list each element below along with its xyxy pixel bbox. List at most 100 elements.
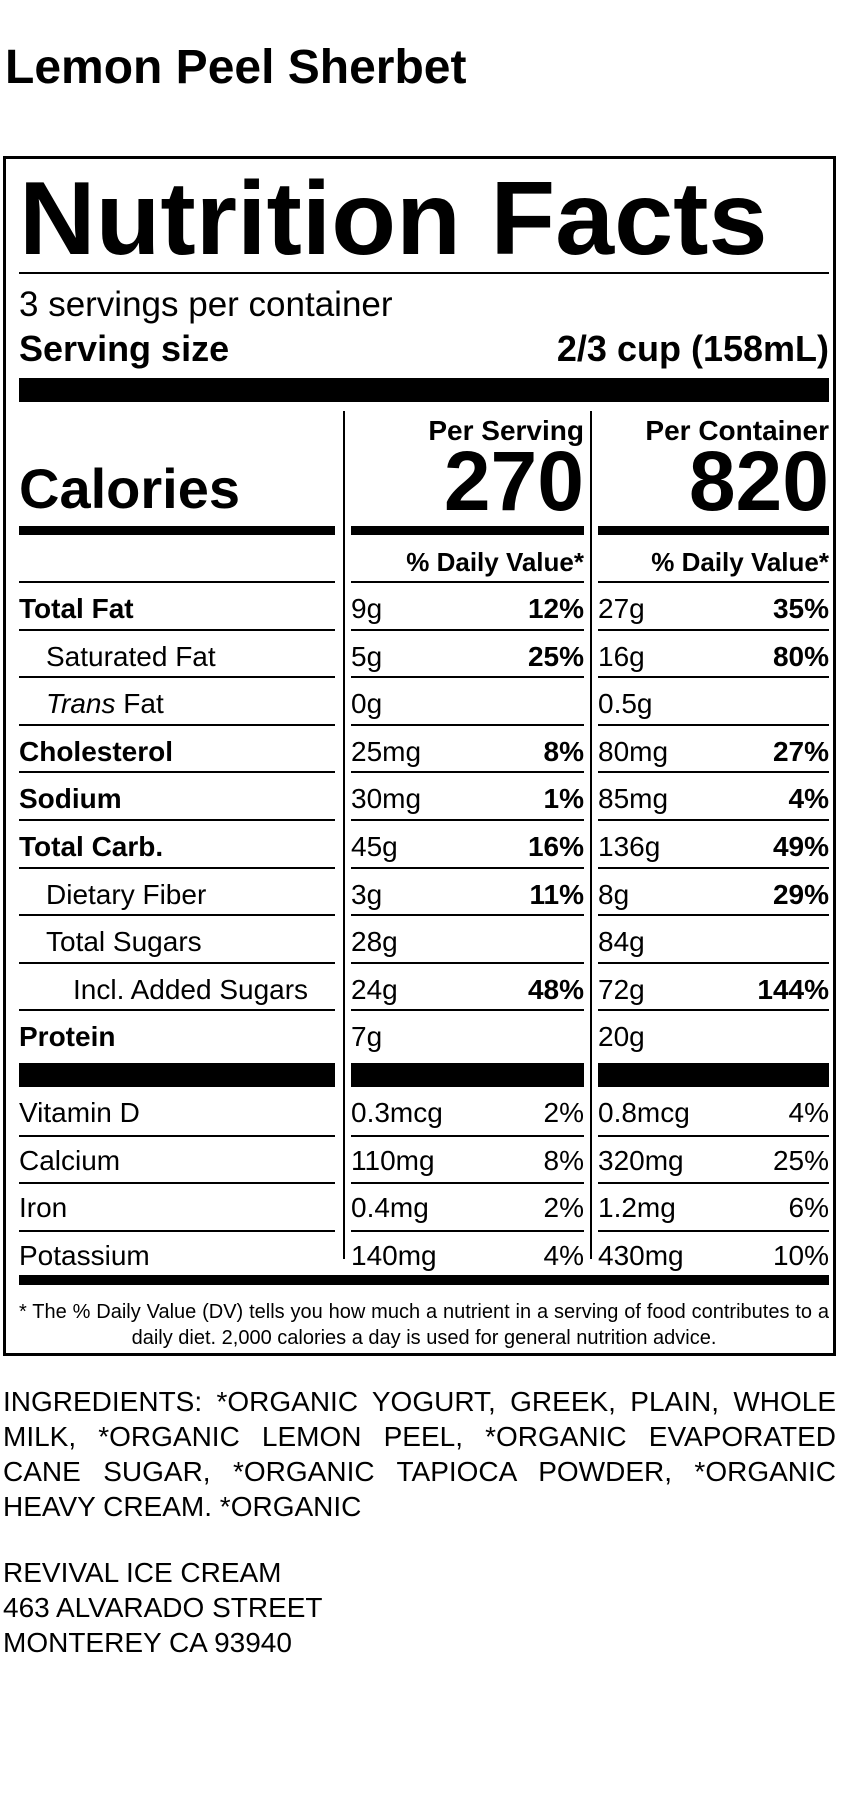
container-daily-value: 4% — [788, 783, 829, 815]
vitamin-name: Iron — [19, 1192, 68, 1224]
nutrient-name: Protein — [19, 1021, 116, 1053]
calories-bar-serving — [351, 526, 584, 535]
nutrition-facts-label: Nutrition Facts 3 servings per container… — [3, 156, 836, 1356]
container-daily-value: 27% — [772, 735, 829, 767]
nutrient-row-divider-label — [19, 628, 335, 631]
serving-daily-value: 16% — [527, 831, 584, 862]
nutrient-row-divider-serving — [351, 961, 584, 964]
serving-amount: 3g — [351, 878, 383, 910]
nutrient-row-divider-serving — [351, 866, 584, 869]
container-amount: 84g — [598, 926, 645, 958]
serving-amount: 45g — [351, 831, 398, 862]
footnote-divider — [19, 1275, 829, 1285]
container-amount: 136g — [598, 831, 661, 862]
vitamin-container-amount: 0.8mcg — [598, 1097, 690, 1128]
nutrient-name-rest: Fat — [115, 688, 164, 720]
container-daily-value: 29% — [772, 878, 829, 910]
nutrient-row-divider-container — [598, 676, 829, 679]
vitamin-row-divider-serving — [351, 1134, 584, 1137]
nutrient-name: Cholesterol — [19, 735, 174, 767]
nutrient-name: Total Fat — [19, 593, 134, 624]
container-amount: 0.5g — [598, 688, 653, 720]
calories-per-serving: 270 — [443, 434, 584, 528]
container-amount: 20g — [598, 1021, 645, 1053]
serving-amount: 5g — [351, 640, 383, 672]
vitamin-row-divider-serving — [351, 1182, 584, 1185]
calories-label: Calories — [19, 457, 240, 520]
nutrient-row-divider-serving — [351, 628, 584, 631]
nutrient-row-divider-serving — [351, 819, 584, 821]
calories-per-container: 820 — [688, 434, 829, 528]
serving-amount: 7g — [351, 1021, 383, 1053]
container-amount: 27g — [598, 593, 645, 624]
servings-per-container: 3 servings per container — [19, 285, 393, 324]
dv-header-row-divider-container — [598, 581, 829, 583]
vitamin-serving-amount: 0.3mcg — [351, 1097, 443, 1128]
vitamin-row-divider-container — [598, 1182, 829, 1185]
vitamin-serving-daily-value: 2% — [543, 1097, 584, 1128]
nutrient-row-divider-label — [19, 676, 335, 679]
address-line-1: REVIVAL ICE CREAM — [3, 1557, 282, 1588]
dv-header-row-divider-serving — [351, 581, 584, 583]
serving-amount: 9g — [351, 593, 383, 624]
serving-amount: 28g — [351, 926, 398, 958]
vitamin-row-divider-container — [598, 1229, 829, 1232]
vitamin-divider-1 — [351, 1063, 584, 1087]
vitamin-serving-amount: 110mg — [351, 1144, 435, 1176]
dv-header-row-divider-label — [19, 581, 335, 583]
nutrient-row-divider-container — [598, 628, 829, 631]
vitamin-container-amount: 1.2mg — [598, 1192, 676, 1224]
daily-value-footnote: * The % Daily Value (DV) tells you how m… — [19, 1301, 829, 1349]
nutrient-row-divider-label — [19, 914, 335, 917]
container-daily-value: 80% — [772, 640, 829, 672]
container-amount: 16g — [598, 640, 645, 672]
nutrient-name-italic: Trans — [46, 688, 116, 720]
nutrient-name: Trans Fat — [46, 690, 335, 718]
container-daily-value: 144% — [757, 973, 829, 1005]
serving-daily-value: 48% — [527, 973, 584, 1005]
container-daily-value: 35% — [772, 593, 829, 624]
nutrient-row-divider-serving — [351, 771, 584, 774]
vitamin-container-daily-value: 4% — [788, 1097, 829, 1128]
nutrient-row-divider-label — [19, 1009, 335, 1012]
serving-size-label: Serving size — [19, 328, 230, 369]
serving-daily-value: 25% — [527, 640, 584, 672]
serving-daily-value: 1% — [543, 783, 584, 815]
vitamin-row-divider-label — [19, 1134, 335, 1137]
nutrient-row-divider-label — [19, 866, 335, 869]
calories-bar-container — [598, 526, 829, 535]
nutrient-row-divider-container — [598, 819, 829, 821]
address-line-2: 463 ALVARADO STREET — [3, 1592, 323, 1623]
calories-bar-label — [19, 526, 335, 535]
nutrient-row-divider-label — [19, 723, 335, 726]
container-daily-value: 49% — [772, 831, 829, 862]
nutrient-row-divider-serving — [351, 676, 584, 679]
vitamin-name: Vitamin D — [19, 1097, 140, 1128]
dv-header-container: % Daily Value* — [651, 547, 829, 577]
nutrient-row-divider-container — [598, 723, 829, 726]
vitamin-container-daily-value: 6% — [788, 1192, 829, 1224]
per-serving-label: Per Serving — [428, 415, 584, 446]
vitamin-serving-daily-value: 2% — [543, 1192, 584, 1224]
vitamin-container-amount: 320mg — [598, 1144, 684, 1176]
column-divider-right — [590, 411, 592, 1259]
nutrient-row-divider-label — [19, 771, 335, 774]
vitamin-divider-2 — [598, 1063, 829, 1087]
nutrient-name: Sodium — [19, 783, 122, 815]
dv-header-serving: % Daily Value* — [406, 547, 584, 577]
vitamin-serving-daily-value: 8% — [543, 1144, 584, 1176]
nutrient-row-divider-serving — [351, 914, 584, 917]
nutrient-row-divider-container — [598, 771, 829, 774]
vitamin-name: Calcium — [19, 1144, 121, 1176]
product-name: Lemon Peel Sherbet — [5, 41, 467, 94]
column-divider-left — [343, 411, 345, 1259]
nutrient-name: Saturated Fat — [46, 640, 216, 672]
serving-daily-value: 8% — [543, 735, 584, 767]
container-amount: 80mg — [598, 735, 669, 767]
container-amount: 85mg — [598, 783, 669, 815]
serving-size-value: 2/3 cup (158mL) — [556, 328, 829, 369]
nutrient-name: Total Carb. — [19, 831, 164, 862]
title-divider — [19, 272, 829, 274]
vitamin-container-daily-value: 10% — [772, 1239, 829, 1271]
vitamin-name: Potassium — [19, 1239, 150, 1271]
